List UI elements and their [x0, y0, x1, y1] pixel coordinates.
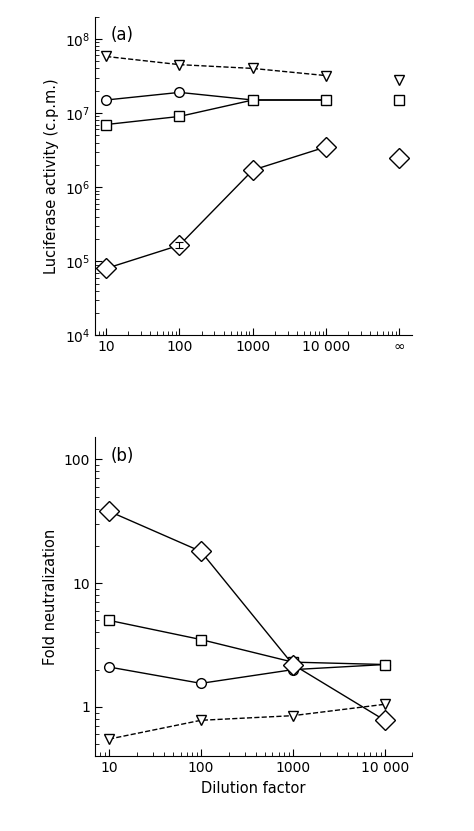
Text: (b): (b)	[110, 447, 134, 465]
X-axis label: Dilution factor: Dilution factor	[201, 780, 306, 795]
Y-axis label: Luciferase activity (c.p.m.): Luciferase activity (c.p.m.)	[44, 78, 59, 274]
Y-axis label: Fold neutralization: Fold neutralization	[43, 529, 58, 665]
Text: (a): (a)	[110, 27, 134, 44]
